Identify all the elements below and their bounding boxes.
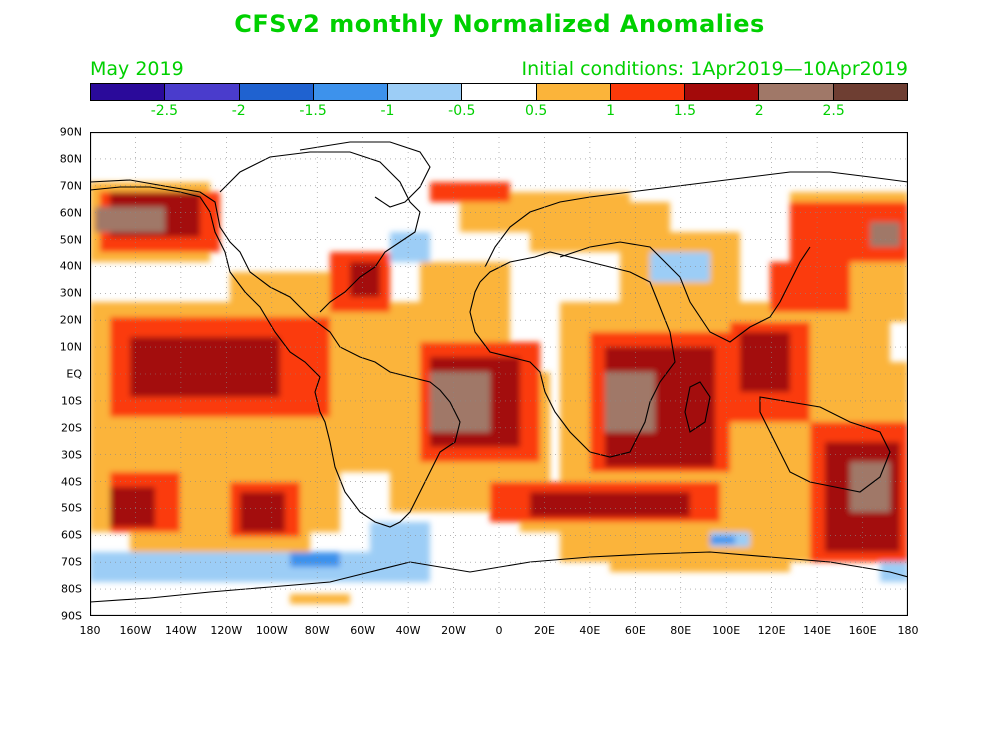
latitude-label: 50N [59, 233, 82, 247]
color-swatch [462, 84, 537, 100]
color-legend-label: 2 [754, 103, 764, 119]
longitude-label: 120W [210, 624, 243, 637]
longitude-label: 20W [441, 624, 466, 637]
color-legend-label: 2.5 [822, 103, 845, 119]
latitude-label: 50S [61, 501, 82, 515]
latitude-label: 10S [61, 394, 82, 408]
latitude-label: 20S [61, 421, 82, 435]
color-swatch [165, 84, 240, 100]
color-swatch [833, 84, 907, 100]
longitude-label: 180 [79, 624, 101, 637]
longitude-label: 140W [164, 624, 197, 637]
longitude-label: 80W [304, 624, 330, 637]
longitude-label: 20E [533, 624, 555, 637]
color-swatch [759, 84, 834, 100]
longitude-label: 160W [119, 624, 152, 637]
color-legend-label: -1 [380, 103, 395, 119]
color-legend-label: -2 [231, 103, 246, 119]
longitude-label: 100E [712, 624, 741, 637]
coastlines [90, 141, 908, 603]
longitude-label: 180 [897, 624, 919, 637]
longitude-label: 60E [624, 624, 646, 637]
latitude-label: 30S [61, 448, 82, 462]
latitude-label: 90S [61, 609, 82, 623]
latitude-label: 40S [61, 475, 82, 489]
color-legend-label: 1 [606, 103, 615, 119]
color-swatch [239, 84, 314, 100]
longitude-label: 100W [255, 624, 288, 637]
anomaly-map [90, 132, 908, 616]
color-legend-label: 1.5 [673, 103, 697, 119]
latitude-label: 80N [59, 152, 82, 166]
longitude-label: 40E [579, 624, 601, 637]
latitude-label: 60S [61, 528, 82, 542]
latitude-label: 30N [59, 286, 82, 300]
color-swatch [685, 84, 760, 100]
forecast-month: May 2019 [90, 58, 184, 80]
latitude-label: 80S [61, 582, 82, 596]
color-swatch [313, 84, 389, 100]
longitude-label: 120E [757, 624, 786, 637]
graticule [90, 132, 908, 616]
longitude-label: 60W [350, 624, 376, 637]
color-legend-label: 0.5 [525, 103, 548, 119]
longitude-label: 140E [803, 624, 832, 637]
map-title: CFSv2 monthly Normalized Anomalies [234, 10, 765, 38]
longitude-label: 0 [495, 624, 503, 637]
initial-conditions: Initial conditions: 1Apr2019—10Apr2019 [521, 58, 908, 80]
anomaly-region-2-2.5 [95, 207, 900, 512]
color-legend-label: -1.5 [299, 103, 327, 119]
latitude-label: 70N [59, 179, 82, 193]
latitude-label: 90N [59, 125, 82, 139]
latitude-label: 20N [59, 313, 82, 327]
color-legend-label: -0.5 [448, 103, 476, 119]
longitude-label: 80E [670, 624, 692, 637]
color-swatch [610, 84, 686, 100]
color-swatch [536, 84, 611, 100]
anomaly-region-neg-strong [290, 536, 735, 567]
latitude-label: 70S [61, 555, 82, 569]
color-legend-bar [90, 83, 908, 101]
color-legend-label: -2.5 [150, 103, 179, 119]
latitude-label: 10N [59, 340, 82, 354]
latitude-label: EQ [66, 367, 82, 381]
map-frame [90, 132, 908, 616]
color-swatch [91, 84, 166, 100]
longitude-label: 40W [395, 624, 421, 637]
latitude-label: 60N [59, 206, 82, 220]
latitude-label: 40N [59, 259, 82, 273]
color-swatch [388, 84, 463, 100]
longitude-label: 160E [848, 624, 877, 637]
